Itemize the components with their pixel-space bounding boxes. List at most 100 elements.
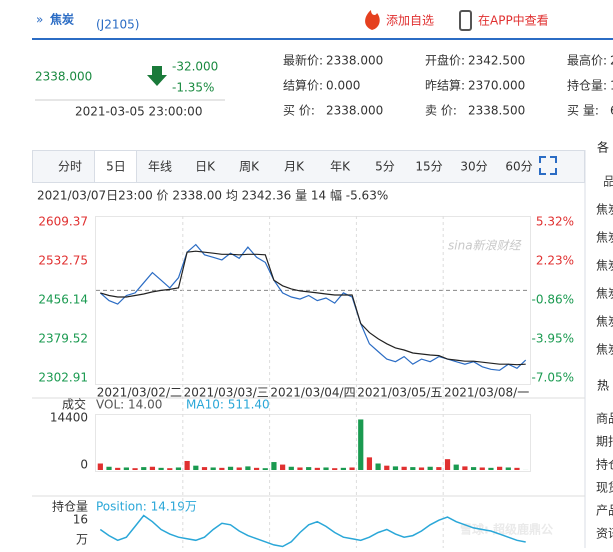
tab[interactable]: 年K	[330, 160, 351, 174]
tab[interactable]: 60分	[505, 160, 532, 174]
volume-bar	[419, 467, 424, 470]
volume-bar	[349, 467, 354, 470]
volume-bar	[254, 468, 259, 470]
y2-tick-label: 5.32%	[536, 215, 574, 229]
volume-bar	[341, 468, 346, 470]
header-title: 焦炭	[49, 12, 74, 27]
volume-bar	[228, 467, 233, 470]
tab[interactable]: 5日	[106, 160, 126, 174]
y-tick-label: 2609.37	[38, 215, 88, 229]
side-title: 各	[597, 140, 609, 155]
volume-bar	[98, 464, 103, 471]
volume-bar	[106, 467, 111, 470]
volume-bar	[402, 467, 407, 470]
side-row[interactable]: 焦炭	[596, 203, 613, 217]
side-row[interactable]: 焦炭	[596, 343, 613, 357]
volume-bar	[202, 467, 207, 470]
x-tick-label: 2021/03/03/三	[184, 386, 269, 400]
y-tick-label: 2532.75	[38, 254, 88, 268]
volume-bar	[488, 468, 493, 470]
volume-frame	[96, 415, 531, 472]
side-row[interactable]: 焦炭	[596, 231, 613, 245]
side-link[interactable]: 期指	[596, 434, 613, 449]
volume-bar	[315, 468, 320, 470]
tab[interactable]: 5分	[375, 160, 395, 174]
watermark: sina新浪财经	[448, 239, 523, 253]
volume-bar	[289, 467, 294, 470]
side-row[interactable]: 焦炭	[596, 315, 613, 329]
volume-bar	[237, 467, 242, 470]
down-arrow	[147, 66, 167, 86]
tab[interactable]: 周K	[239, 160, 260, 174]
x-tick-label: 2021/03/04/四	[270, 386, 355, 400]
y2-tick-label: -3.95%	[532, 331, 574, 345]
change: -32.000	[172, 60, 218, 74]
tab[interactable]: 分时	[58, 160, 82, 174]
side-link[interactable]: 持仓	[596, 457, 613, 472]
info-line: 2021/03/07日23:00 价 2338.00 均 2342.36 量 1…	[37, 188, 388, 203]
side-row[interactable]: 焦炭	[596, 287, 613, 301]
x-tick-label: 2021/03/02/二	[97, 386, 182, 400]
tab[interactable]: 30分	[460, 160, 487, 174]
volume-bar	[358, 419, 363, 470]
x-tick-label: 2021/03/08/一	[444, 386, 529, 400]
y2-tick-label: -0.86%	[532, 292, 574, 306]
ma-label: MA10: 511.40	[186, 398, 270, 412]
side-link[interactable]: 资讯	[596, 527, 613, 541]
price: 2338.000	[35, 70, 92, 84]
tab[interactable]: 月K	[284, 160, 305, 174]
app-link[interactable]: 在APP中查看	[478, 13, 549, 28]
side-row[interactable]: 焦炭	[596, 259, 613, 273]
volume-bar	[245, 466, 250, 470]
volume-bar	[471, 467, 476, 470]
position-title: 持仓量	[52, 499, 88, 514]
series-line	[100, 251, 525, 365]
tab[interactable]: 日K	[195, 160, 216, 174]
volume-bar	[428, 467, 433, 470]
volume-bar	[332, 468, 337, 470]
volume-bar	[454, 465, 459, 470]
add-watch[interactable]: 添加自选	[386, 14, 434, 28]
tab[interactable]: 15分	[415, 160, 442, 174]
volume-bar	[462, 466, 467, 470]
volume-bar	[436, 467, 441, 470]
side-link[interactable]: 现货	[596, 480, 613, 495]
field-label: 持仓量:	[567, 78, 607, 93]
y-tick-label: 16	[73, 513, 88, 527]
y-tick-label: 2379.52	[38, 332, 88, 346]
field-value: 2338.000	[326, 54, 383, 68]
field-label: 最新价:	[283, 53, 323, 68]
volume-bar	[297, 467, 302, 470]
volume-bar	[506, 467, 511, 470]
unit-label: 万	[76, 533, 88, 547]
change-pct: -1.35%	[172, 81, 214, 95]
y2-tick-label: -7.05%	[532, 371, 574, 385]
volume-bar	[115, 468, 120, 470]
quote-time: 2021-03-05 23:00:00	[75, 105, 202, 119]
watermark: 雪球: 超级鹿鼎公	[460, 522, 553, 537]
volume-bar	[124, 467, 129, 470]
field-value: 2342.500	[468, 54, 525, 68]
volume-bar	[410, 467, 415, 470]
volume-bar	[176, 467, 181, 470]
volume-label: VOL: 14.00	[96, 398, 162, 412]
volume-bar	[141, 467, 146, 470]
side-link[interactable]: 产品	[596, 504, 613, 518]
position-label: Position: 14.19万	[96, 500, 197, 514]
side-link[interactable]: 商品	[596, 411, 613, 426]
field-label: 最高价:	[567, 53, 607, 68]
field-value: 2370.000	[468, 79, 525, 93]
volume-bar	[219, 468, 224, 470]
volume-bar	[211, 467, 216, 470]
tab[interactable]: 年线	[148, 160, 172, 174]
y-tick-label: 2302.91	[38, 371, 88, 385]
field-value: 2338.000	[326, 104, 383, 118]
volume-bar	[185, 461, 190, 470]
field-label: 结算价:	[283, 78, 323, 93]
volume-bar	[367, 457, 372, 470]
phone-icon	[460, 11, 471, 30]
volume-bar	[514, 468, 519, 470]
series-line	[100, 245, 525, 371]
x-tick-label: 2021/03/05/五	[357, 386, 442, 400]
